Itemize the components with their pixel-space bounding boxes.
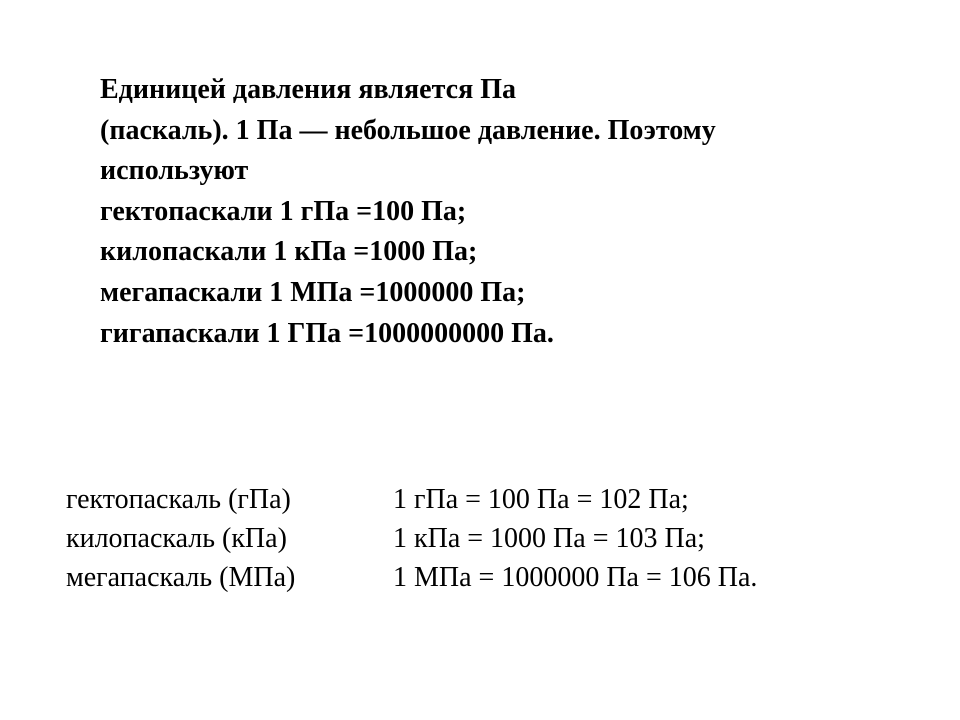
intro-line-3: используют (100, 151, 880, 192)
intro-line-5: килопаскали 1 кПа =1000 Па; (100, 232, 880, 273)
unit-value: 1 кПа = 1000 Па = 103 Па; (393, 519, 705, 558)
intro-block: Единицей давления является Па (паскаль).… (100, 70, 880, 354)
table-row: килопаскаль (кПа) 1 кПа = 1000 Па = 103 … (66, 519, 757, 558)
unit-name: гектопаскаль (гПа) (66, 480, 386, 519)
units-table: гектопаскаль (гПа) 1 гПа = 100 Па = 102 … (66, 480, 757, 598)
unit-name: мегапаскаль (МПа) (66, 558, 386, 597)
intro-line-1: Единицей давления является Па (100, 70, 880, 111)
intro-line-4: гектопаскали 1 гПа =100 Па; (100, 192, 880, 233)
unit-value: 1 МПа = 1000000 Па = 106 Па. (393, 558, 757, 597)
table-row: мегапаскаль (МПа) 1 МПа = 1000000 Па = 1… (66, 558, 757, 597)
intro-line-6: мегапаскали 1 МПа =1000000 Па; (100, 273, 880, 314)
intro-line-7: гигапаскали 1 ГПа =1000000000 Па. (100, 314, 880, 355)
table-row: гектопаскаль (гПа) 1 гПа = 100 Па = 102 … (66, 480, 757, 519)
intro-line-2: (паскаль). 1 Па — небольшое давление. По… (100, 111, 880, 152)
unit-value: 1 гПа = 100 Па = 102 Па; (393, 480, 689, 519)
page: Единицей давления является Па (паскаль).… (0, 0, 960, 720)
unit-name: килопаскаль (кПа) (66, 519, 386, 558)
